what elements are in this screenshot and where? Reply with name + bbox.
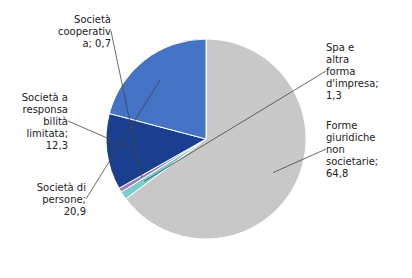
category-label: cooperativ (58, 26, 111, 37)
slice-label: Formegiuridichenonsocietarie;64,8 (326, 120, 378, 179)
slice-label: Societàcooperativa; 0,7 (58, 14, 111, 49)
category-label: a; (82, 38, 95, 49)
chart: Formegiuridichenonsocietarie;64,8 Spa eal… (0, 0, 412, 278)
category-label: Società a (22, 92, 68, 103)
data-label: 20,9 (64, 206, 86, 217)
slices (106, 39, 306, 239)
data-label: 64,8 (326, 168, 348, 179)
data-label: 0,7 (95, 38, 111, 49)
category-label: Società di (37, 182, 86, 193)
category-label: forma (326, 66, 355, 77)
leader-line (111, 31, 142, 177)
category-label: societarie; (326, 156, 378, 167)
data-label: 1,3 (326, 90, 342, 101)
category-label: Forme (326, 120, 357, 131)
category-label: d'impresa; (326, 78, 379, 89)
category-label: giuridiche (326, 132, 375, 143)
data-label: 12,3 (46, 140, 68, 151)
leader-line (68, 121, 132, 149)
category-label: limitata; (26, 128, 68, 139)
category-label: Società (74, 14, 111, 25)
slice-label: Società dipersone;20,9 (37, 182, 86, 217)
category-label: persone; (42, 194, 86, 205)
slice-label: Società aresponsabilitàlimitata;12,3 (22, 92, 68, 151)
category-label: bilità (43, 116, 68, 127)
leader-line (86, 80, 160, 199)
leader-line (144, 71, 326, 181)
category-label: Spa e (326, 42, 354, 53)
category-label: altra (326, 54, 349, 65)
category-label: responsa (23, 104, 68, 115)
leader-lines (68, 31, 326, 199)
category-label: non (326, 144, 345, 155)
slice-label: Spa ealtraformad'impresa;1,3 (326, 42, 379, 101)
pie-slice (109, 39, 206, 139)
leader-line (273, 149, 326, 173)
labels: Formegiuridichenonsocietarie;64,8 Spa eal… (22, 14, 379, 217)
